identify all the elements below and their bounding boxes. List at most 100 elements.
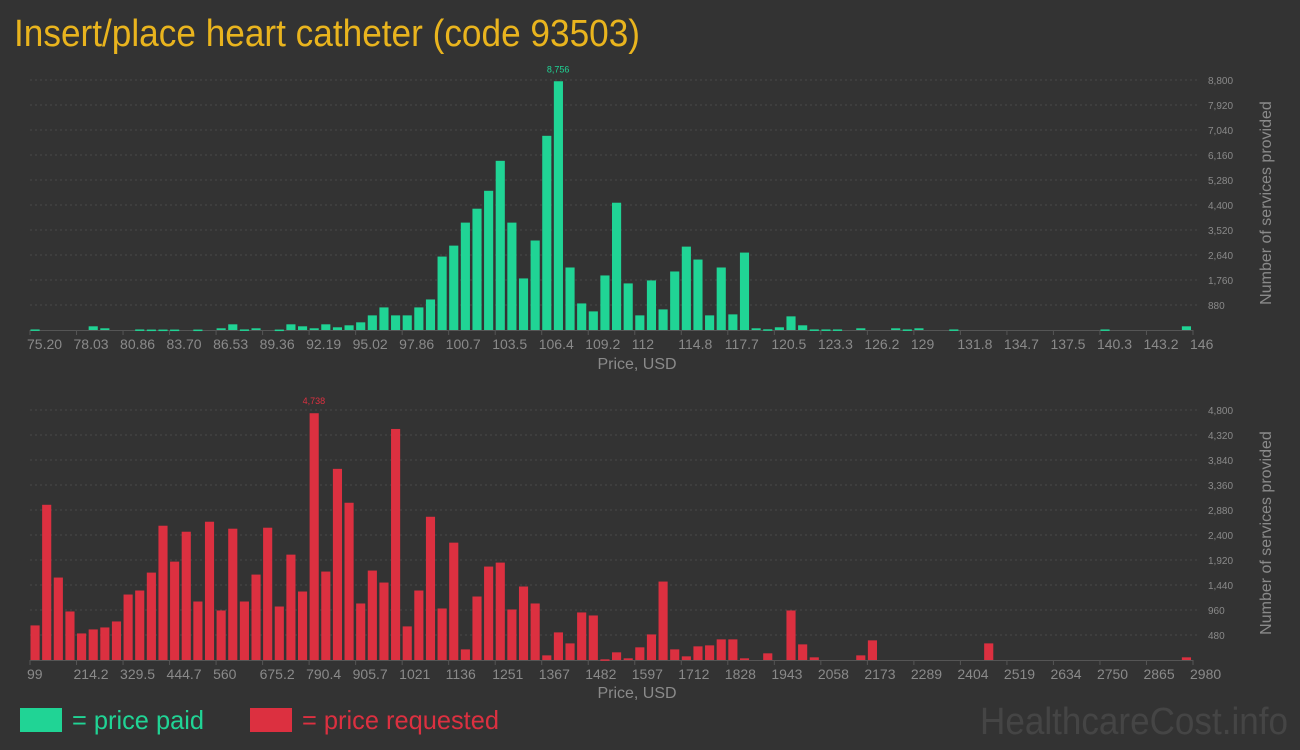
bar bbox=[111, 621, 122, 660]
bar bbox=[332, 468, 343, 660]
x-tick-label: 137.5 bbox=[1050, 336, 1085, 352]
bar bbox=[297, 591, 308, 660]
peak-value-label: 8,756 bbox=[547, 64, 570, 74]
bar bbox=[88, 629, 98, 660]
bar bbox=[798, 644, 808, 660]
x-tick-label: 109.2 bbox=[585, 336, 620, 352]
bar bbox=[658, 309, 668, 330]
x-tick-label: 114.8 bbox=[678, 336, 712, 352]
bar bbox=[309, 413, 319, 660]
x-tick-label: 329.5 bbox=[120, 666, 155, 682]
bar bbox=[763, 329, 773, 331]
bar bbox=[216, 328, 226, 330]
bar bbox=[437, 608, 447, 660]
bar bbox=[705, 645, 715, 660]
x-tick-label: 92.19 bbox=[306, 336, 341, 352]
bar bbox=[553, 81, 563, 330]
x-tick-label: 2289 bbox=[911, 666, 942, 682]
bar bbox=[984, 643, 994, 660]
x-tick-label: 2404 bbox=[957, 666, 988, 682]
x-tick-label: 1943 bbox=[771, 666, 802, 682]
bar bbox=[460, 649, 470, 660]
bar bbox=[600, 275, 610, 330]
x-tick-label: 1136 bbox=[446, 666, 476, 682]
x-tick-label: 2750 bbox=[1097, 666, 1128, 682]
bar bbox=[297, 326, 308, 330]
bar bbox=[391, 428, 401, 660]
bar bbox=[193, 601, 203, 660]
bar bbox=[728, 639, 738, 660]
bar bbox=[588, 311, 598, 330]
bar bbox=[437, 256, 447, 330]
x-tick-label: 2173 bbox=[864, 666, 895, 682]
bar bbox=[414, 590, 424, 660]
peak-value-label: 4,738 bbox=[303, 396, 326, 406]
bar bbox=[495, 562, 505, 660]
x-tick-label: 95.02 bbox=[353, 336, 388, 352]
bar bbox=[170, 561, 180, 660]
bar bbox=[77, 633, 87, 660]
watermark: HealthcareCost.info bbox=[980, 701, 1288, 743]
legend-label-requested: = price requested bbox=[302, 705, 499, 735]
bar bbox=[321, 571, 331, 660]
x-tick-label: 78.03 bbox=[74, 336, 109, 352]
x-tick-label: 140.3 bbox=[1097, 336, 1132, 352]
x-tick-label: 905.7 bbox=[353, 666, 388, 682]
bar bbox=[402, 626, 412, 660]
bar bbox=[228, 324, 238, 330]
bar bbox=[158, 329, 168, 332]
bar bbox=[460, 222, 470, 330]
bar bbox=[565, 267, 575, 330]
x-tick-label: 214.2 bbox=[74, 666, 109, 682]
legend: = price paid = price requested bbox=[20, 705, 499, 735]
y-tick-label: 3,360 bbox=[1208, 481, 1233, 492]
bar bbox=[309, 328, 319, 330]
bar bbox=[565, 643, 575, 660]
bar bbox=[832, 329, 843, 331]
bar bbox=[763, 653, 773, 660]
bar bbox=[472, 208, 482, 330]
x-tick-label: 129 bbox=[911, 336, 935, 352]
bar bbox=[670, 649, 680, 660]
bar bbox=[821, 329, 831, 331]
x-tick-label: 560 bbox=[213, 666, 237, 682]
x-tick-label: 134.7 bbox=[1004, 336, 1039, 352]
x-tick-label: 80.86 bbox=[120, 336, 155, 352]
bar bbox=[518, 278, 529, 330]
x-tick-label: 123.3 bbox=[818, 336, 853, 352]
bar bbox=[681, 246, 691, 330]
x-tick-label: 444.7 bbox=[167, 666, 202, 682]
bar bbox=[716, 639, 726, 660]
bar bbox=[344, 502, 354, 660]
page-title: Insert/place heart catheter (code 93503) bbox=[14, 13, 640, 55]
y-tick-label: 2,640 bbox=[1208, 251, 1233, 262]
bar bbox=[774, 327, 784, 330]
bar bbox=[693, 646, 703, 660]
bar bbox=[635, 315, 645, 330]
legend-swatch-requested bbox=[250, 708, 292, 732]
bar bbox=[728, 314, 738, 330]
bar bbox=[670, 271, 680, 330]
y-tick-label: 2,880 bbox=[1208, 506, 1233, 517]
bar bbox=[449, 245, 459, 330]
y-tick-label: 880 bbox=[1208, 301, 1225, 312]
bar bbox=[577, 612, 587, 660]
bar bbox=[542, 135, 552, 330]
y-tick-label: 1,920 bbox=[1208, 556, 1233, 567]
x-tick-label: 1482 bbox=[585, 666, 616, 682]
bar bbox=[286, 554, 296, 660]
x-tick-label: 83.70 bbox=[167, 336, 202, 352]
x-tick-label: 790.4 bbox=[306, 666, 341, 682]
x-tick-label: 1597 bbox=[632, 666, 663, 682]
bar bbox=[449, 542, 459, 660]
bar bbox=[263, 527, 273, 660]
bar bbox=[379, 582, 389, 660]
x-tick-label: 86.53 bbox=[213, 336, 248, 352]
bar bbox=[530, 240, 540, 330]
bar bbox=[30, 625, 40, 660]
bar bbox=[321, 324, 331, 330]
bar bbox=[239, 601, 249, 660]
bar bbox=[705, 315, 715, 330]
bar bbox=[286, 324, 296, 330]
